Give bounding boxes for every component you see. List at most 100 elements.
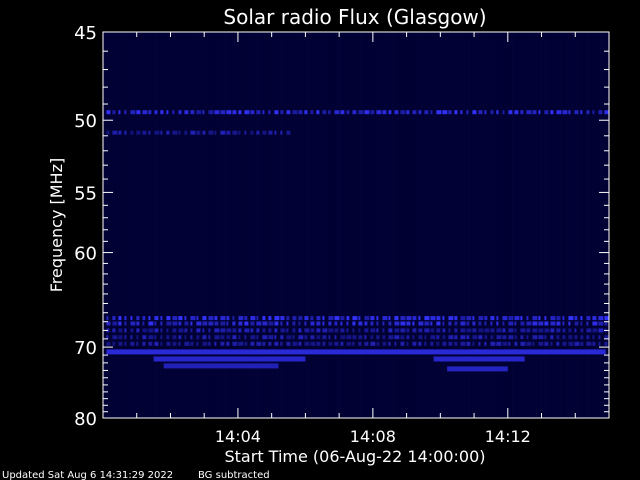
band-segment — [220, 110, 226, 115]
band-segment — [526, 321, 532, 326]
band-segment — [184, 341, 190, 346]
band-segment — [274, 316, 280, 321]
noise-column — [106, 32, 107, 418]
band-segment — [148, 328, 154, 333]
noise-column — [276, 32, 277, 418]
band-segment — [130, 316, 133, 321]
band-segment — [316, 328, 321, 333]
band-segment — [592, 316, 597, 321]
band-segment — [598, 110, 603, 115]
band-segment — [586, 321, 589, 326]
band-segment — [376, 321, 379, 326]
band-segment — [604, 110, 609, 115]
noise-column — [110, 32, 111, 418]
band-segment — [226, 328, 232, 333]
band-segment — [592, 321, 598, 326]
band-segment — [136, 335, 139, 340]
noise-column — [366, 32, 367, 418]
band-segment — [406, 341, 409, 346]
band-segment — [550, 341, 553, 346]
noise-column — [422, 32, 423, 418]
y-tick-label: 55 — [74, 183, 97, 204]
noise-column — [212, 32, 213, 418]
band-segment — [238, 335, 241, 340]
band-segment — [598, 321, 604, 326]
band-segment — [142, 341, 146, 346]
band-segment — [532, 328, 538, 333]
band-segment — [418, 335, 423, 340]
band-segment — [454, 341, 458, 346]
noise-column — [606, 32, 607, 418]
band-segment — [238, 328, 242, 333]
band-segment — [442, 335, 446, 340]
band-segment — [364, 110, 370, 115]
band-segment — [274, 335, 277, 340]
band-segment — [538, 110, 541, 115]
band-segment — [592, 335, 595, 340]
updated-timestamp: Updated Sat Aug 6 14:31:29 2022 — [2, 470, 173, 480]
band-segment — [208, 316, 214, 321]
band-segment — [364, 328, 369, 333]
band-segment — [442, 328, 446, 333]
band-segment — [442, 341, 447, 346]
band-segment — [280, 335, 284, 340]
band-segment — [286, 130, 291, 135]
noise-column — [214, 32, 215, 418]
band-segment — [148, 110, 152, 115]
noise-column — [572, 32, 573, 418]
band-segment — [376, 335, 380, 340]
band-segment — [466, 316, 472, 321]
noise-column — [136, 32, 137, 418]
band-segment — [298, 328, 302, 333]
band-segment — [514, 335, 518, 340]
band-segment — [460, 321, 466, 326]
noise-column — [442, 32, 443, 418]
noise-column — [390, 32, 391, 418]
band-segment — [460, 316, 466, 321]
emission-band — [433, 356, 525, 362]
band-segment — [490, 321, 493, 326]
band-segment — [502, 341, 508, 346]
noise-column — [516, 32, 517, 418]
band-segment — [322, 316, 325, 321]
noise-column — [338, 32, 339, 418]
band-segment — [172, 110, 175, 115]
band-segment — [322, 328, 328, 333]
band-segment — [166, 316, 171, 321]
noise-column — [310, 32, 311, 418]
noise-column — [522, 32, 523, 418]
noise-column — [258, 32, 259, 418]
band-segment — [604, 321, 608, 326]
band-segment — [400, 316, 406, 321]
noise-column — [504, 32, 505, 418]
noise-column — [264, 32, 265, 418]
noise-column — [586, 32, 587, 418]
band-segment — [172, 328, 177, 333]
noise-column — [306, 32, 307, 418]
noise-column — [570, 32, 571, 418]
noise-column — [472, 32, 473, 418]
band-segment — [148, 341, 153, 346]
noise-column — [404, 32, 405, 418]
band-segment — [244, 335, 247, 340]
noise-column — [252, 32, 253, 418]
band-segment — [568, 110, 571, 115]
band-segment — [580, 328, 584, 333]
band-segment — [412, 328, 417, 333]
noise-column — [176, 32, 177, 418]
band-segment — [490, 316, 495, 321]
emission-band — [106, 130, 291, 135]
noise-column — [510, 32, 511, 418]
band-segment — [604, 335, 609, 340]
band-segment — [406, 110, 410, 115]
band-segment — [442, 316, 445, 321]
band-segment — [550, 328, 555, 333]
noise-column — [220, 32, 221, 418]
band-segment — [256, 110, 261, 115]
band-segment — [580, 110, 583, 115]
noise-column — [354, 32, 355, 418]
band-segment — [406, 328, 410, 333]
noise-column — [234, 32, 235, 418]
band-segment — [586, 341, 592, 346]
band-segment — [364, 316, 370, 321]
